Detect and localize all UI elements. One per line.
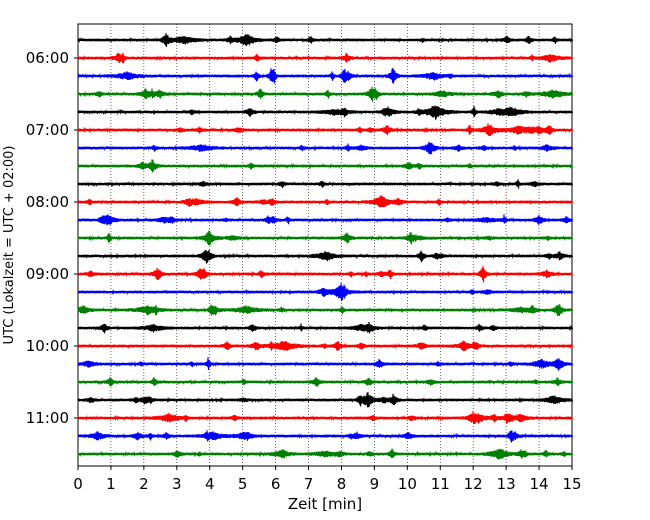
y-tick-label: 09:00 bbox=[26, 265, 69, 283]
x-tick-label: 1 bbox=[106, 475, 116, 493]
x-tick-label: 11 bbox=[431, 475, 450, 493]
trace-11:15 bbox=[77, 430, 574, 443]
trace-08:00 bbox=[77, 195, 574, 208]
trace-07:00 bbox=[77, 123, 574, 136]
trace-06:30 bbox=[77, 86, 574, 102]
x-axis-title: Zeit [min] bbox=[288, 495, 362, 513]
x-tick-label: 7 bbox=[304, 475, 314, 493]
x-tick-label: 8 bbox=[337, 475, 347, 493]
trace-11:00 bbox=[77, 411, 574, 425]
x-tick-label: 13 bbox=[497, 475, 516, 493]
trace-08:45 bbox=[77, 249, 574, 264]
trace-09:00 bbox=[77, 266, 574, 283]
x-tick-label: 14 bbox=[530, 475, 549, 493]
y-tick-label: 11:00 bbox=[26, 409, 69, 427]
x-tick-label: 10 bbox=[398, 475, 417, 493]
x-tick-label: 15 bbox=[562, 475, 581, 493]
trace-06:45 bbox=[77, 105, 574, 120]
trace-09:15 bbox=[77, 283, 574, 302]
plot-frame bbox=[77, 23, 573, 467]
y-axis-title: UTC (Lokalzeit = UTC + 02:00) bbox=[2, 146, 17, 345]
trace-06:15 bbox=[77, 67, 574, 84]
trace-08:30 bbox=[77, 230, 574, 246]
trace-05:45 bbox=[77, 33, 574, 48]
y-axis: 06:00 07:00 08:00 09:00 10:00 11:00 bbox=[26, 49, 78, 427]
trace-10:45 bbox=[77, 392, 574, 408]
trace-09:45 bbox=[77, 321, 574, 334]
traces bbox=[77, 33, 574, 460]
x-tick-label: 4 bbox=[205, 475, 215, 493]
trace-11:30 bbox=[77, 448, 574, 460]
trace-07:15 bbox=[77, 141, 574, 155]
trace-06:00 bbox=[77, 52, 574, 64]
y-tick-label: 07:00 bbox=[26, 121, 69, 139]
y-tick-label: 08:00 bbox=[26, 193, 69, 211]
x-axis: 0 1 2 3 4 5 6 7 8 9 10 11 12 13 14 15 bbox=[73, 466, 582, 493]
x-tick-label: 2 bbox=[139, 475, 149, 493]
trace-10:15 bbox=[77, 357, 574, 371]
trace-07:30 bbox=[77, 159, 574, 173]
y-tick-label: 10:00 bbox=[26, 337, 69, 355]
trace-09:30 bbox=[77, 304, 574, 316]
trace-08:15 bbox=[77, 214, 574, 225]
x-tick-label: 6 bbox=[271, 475, 281, 493]
x-tick-label: 9 bbox=[370, 475, 380, 493]
trace-07:45 bbox=[77, 179, 574, 189]
x-tick-label: 0 bbox=[73, 475, 83, 493]
trace-10:30 bbox=[77, 376, 574, 387]
x-tick-label: 5 bbox=[238, 475, 248, 493]
y-tick-label: 06:00 bbox=[26, 49, 69, 67]
x-tick-label: 3 bbox=[172, 475, 182, 493]
trace-10:00 bbox=[77, 340, 574, 352]
x-tick-label: 12 bbox=[464, 475, 483, 493]
